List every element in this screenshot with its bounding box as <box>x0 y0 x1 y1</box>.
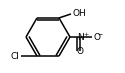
Text: O: O <box>93 32 100 41</box>
Text: O: O <box>76 47 84 55</box>
Text: N: N <box>77 32 83 41</box>
Text: OH: OH <box>72 9 86 18</box>
Text: −: − <box>98 32 103 37</box>
Text: Cl: Cl <box>11 52 20 61</box>
Text: +: + <box>84 32 89 37</box>
